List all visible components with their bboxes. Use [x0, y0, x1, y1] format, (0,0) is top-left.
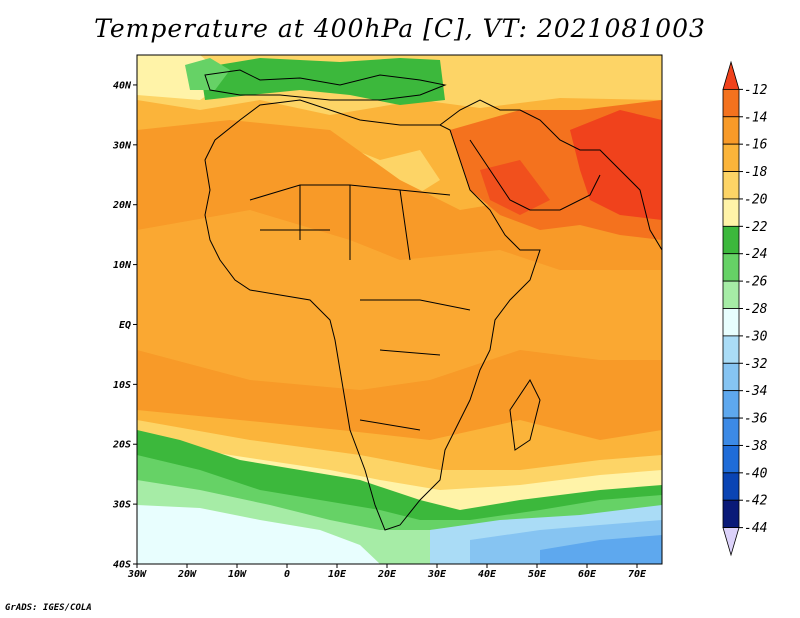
lon-tick-label: 10E — [328, 569, 347, 580]
colorbar-swatch — [722, 445, 740, 474]
colorbar-label: -44 — [744, 521, 767, 536]
lat-tick-label: 10N — [113, 260, 132, 271]
lon-tick-label: 50E — [528, 569, 547, 580]
colorbar-swatch — [722, 116, 740, 145]
colorbar-label: -26 — [744, 275, 768, 290]
colorbar-label: -18 — [744, 165, 768, 180]
lat-tick-label: EQ — [119, 320, 131, 331]
colorbar-swatch — [722, 143, 740, 172]
colorbar-swatch — [722, 280, 740, 309]
colorbar-label: -12 — [744, 83, 768, 98]
colorbar-swatch — [722, 88, 740, 118]
colorbar-swatch — [722, 472, 740, 501]
colorbar-swatch — [722, 527, 740, 557]
colorbar-swatch — [722, 198, 740, 227]
plot-frame — [136, 54, 663, 565]
colorbar-label: -42 — [744, 494, 768, 509]
colorbar-swatch — [722, 390, 740, 419]
lon-tick-label: 40E — [478, 569, 497, 580]
colorbar-label: -38 — [744, 439, 768, 454]
colorbar-swatch — [722, 253, 740, 282]
lon-tick-label: 0 — [284, 569, 290, 580]
colorbar-label: -40 — [744, 466, 768, 481]
colorbar-label: -34 — [744, 384, 767, 399]
lon-tick-label: 10W — [228, 569, 247, 580]
lon-tick-label: 70E — [628, 569, 647, 580]
colorbar-swatch — [722, 308, 740, 337]
colorbar-label: -14 — [744, 110, 767, 125]
lat-tick-label: 20S — [112, 440, 131, 451]
colorbar-swatch — [722, 225, 740, 255]
colorbar-label: -30 — [744, 329, 768, 344]
lon-tick-label: 20E — [377, 569, 397, 580]
temperature-field — [137, 55, 662, 564]
colorbar-swatch — [722, 335, 740, 364]
colorbar-swatch — [722, 171, 740, 200]
grads-credit: GrADS: IGES/COLA — [5, 603, 92, 613]
colorbar-swatch — [722, 362, 740, 392]
map-title: Temperature at 400hPa [C], VT: 202108100… — [94, 14, 706, 43]
colorbar-swatch — [722, 60, 740, 90]
colorbar-label: -22 — [744, 220, 768, 235]
colorbar-label: -20 — [744, 192, 768, 207]
colorbar-label: -28 — [744, 302, 768, 317]
colorbar-swatch — [722, 499, 740, 529]
colorbar-label: -24 — [744, 247, 767, 262]
lat-tick-label: 20N — [112, 200, 132, 211]
colorbar: -12 -14 -16 -18 -20 -22 -24 -26 -28 -30 -32 -34 -36 -… — [722, 60, 768, 557]
colorbar-label: -16 — [744, 138, 768, 153]
coastline-overlay — [204, 69, 662, 531]
lat-tick-label: 30S — [112, 500, 131, 511]
lat-tick-label: 30N — [112, 140, 132, 151]
colorbar-label: -32 — [744, 357, 768, 372]
colorbar-label: -36 — [744, 412, 768, 427]
lon-tick-label: 30W — [127, 569, 147, 580]
lon-tick-label: 60E — [578, 569, 597, 580]
colorbar-swatch — [722, 417, 740, 446]
lat-tick-label: 10S — [113, 380, 131, 391]
lon-tick-label: 30E — [427, 569, 447, 580]
lat-tick-label: 40S — [113, 560, 131, 571]
lon-tick-label: 20W — [177, 569, 197, 580]
lat-tick-label: 40N — [113, 80, 132, 91]
